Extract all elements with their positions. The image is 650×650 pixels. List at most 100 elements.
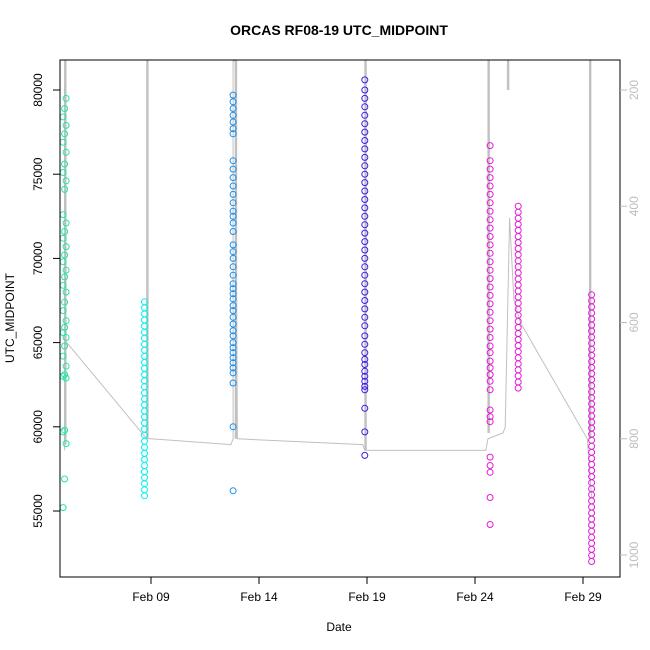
data-point bbox=[229, 364, 237, 372]
y-tick-label: 60000 bbox=[31, 410, 45, 444]
data-points-layer bbox=[59, 76, 596, 565]
data-point bbox=[486, 413, 494, 421]
data-point bbox=[588, 291, 596, 299]
data-point bbox=[486, 174, 494, 182]
data-point bbox=[61, 185, 69, 193]
data-point bbox=[229, 254, 237, 262]
data-point bbox=[361, 196, 369, 203]
data-point bbox=[141, 486, 148, 494]
data-point bbox=[61, 323, 69, 331]
data-point bbox=[229, 369, 237, 377]
data-point bbox=[486, 283, 494, 291]
data-point bbox=[141, 474, 148, 482]
data-point bbox=[361, 332, 369, 340]
data-point bbox=[62, 94, 70, 102]
x-tick-label: Feb 24 bbox=[456, 590, 494, 604]
data-point bbox=[62, 266, 70, 274]
data-point bbox=[361, 86, 369, 94]
data-point bbox=[229, 263, 237, 271]
data-point bbox=[588, 521, 596, 529]
data-point bbox=[61, 273, 69, 281]
x-tick-label: Feb 09 bbox=[132, 590, 170, 604]
data-point bbox=[514, 305, 522, 313]
data-point bbox=[361, 313, 369, 321]
data-point bbox=[361, 322, 369, 330]
data-point bbox=[61, 130, 69, 138]
data-point bbox=[588, 473, 596, 481]
data-point bbox=[62, 243, 70, 251]
data-point bbox=[486, 386, 494, 394]
data-point bbox=[61, 105, 69, 112]
data-point bbox=[229, 207, 237, 215]
data-point bbox=[486, 377, 494, 385]
data-point bbox=[141, 492, 148, 500]
data-point bbox=[486, 233, 494, 240]
data-point bbox=[141, 298, 148, 306]
data-point bbox=[361, 355, 369, 363]
data-point bbox=[361, 361, 369, 368]
data-point bbox=[514, 354, 522, 362]
data-point bbox=[229, 487, 237, 495]
data-point bbox=[514, 348, 522, 356]
data-point bbox=[361, 271, 369, 279]
data-point bbox=[59, 504, 67, 512]
data-point bbox=[361, 386, 369, 394]
data-point bbox=[229, 157, 237, 165]
data-point bbox=[62, 177, 70, 185]
data-point bbox=[229, 285, 237, 293]
data-point bbox=[486, 371, 494, 379]
data-point bbox=[486, 364, 494, 372]
data-point bbox=[486, 258, 494, 266]
data-point bbox=[486, 157, 494, 165]
data-point bbox=[588, 533, 596, 541]
data-point bbox=[588, 503, 596, 511]
data-point bbox=[514, 330, 522, 337]
data-point bbox=[514, 366, 522, 374]
data-point bbox=[588, 545, 596, 553]
data-point bbox=[229, 280, 237, 288]
data-point bbox=[229, 118, 237, 126]
y-tick-label: 55000 bbox=[31, 494, 45, 528]
chart-title: ORCAS RF08-19 UTC_MIDPOINT bbox=[230, 22, 448, 38]
data-point bbox=[361, 153, 369, 161]
data-point bbox=[514, 360, 522, 368]
y-axis-label: UTC_MIDPOINT bbox=[3, 272, 17, 363]
data-point bbox=[361, 451, 369, 459]
data-point bbox=[229, 182, 237, 190]
data-point bbox=[514, 226, 522, 234]
data-point bbox=[514, 293, 522, 301]
right-tick-label: 800 bbox=[627, 428, 641, 448]
data-point bbox=[514, 208, 522, 216]
data-point bbox=[61, 298, 69, 306]
y-tick-label: 75000 bbox=[31, 157, 45, 191]
data-point bbox=[486, 142, 494, 150]
data-point bbox=[361, 404, 369, 412]
data-point bbox=[61, 475, 69, 483]
data-point bbox=[588, 527, 596, 535]
data-point bbox=[361, 372, 369, 380]
data-point bbox=[486, 521, 494, 528]
data-point bbox=[514, 287, 522, 295]
data-point bbox=[486, 165, 494, 173]
data-point bbox=[361, 263, 369, 271]
data-point bbox=[61, 342, 69, 350]
data-point bbox=[514, 269, 522, 277]
data-point bbox=[229, 190, 237, 198]
data-point bbox=[361, 103, 369, 111]
data-point bbox=[229, 219, 237, 227]
data-point bbox=[62, 121, 70, 129]
data-point bbox=[514, 257, 522, 265]
data-point bbox=[229, 125, 237, 133]
data-point bbox=[486, 349, 494, 357]
data-point bbox=[62, 148, 70, 156]
data-point bbox=[229, 290, 237, 298]
data-point bbox=[62, 317, 70, 325]
right-tick-label: 400 bbox=[627, 196, 641, 216]
data-point bbox=[486, 334, 494, 341]
data-point bbox=[486, 266, 494, 274]
data-point bbox=[229, 320, 237, 328]
data-point bbox=[229, 302, 237, 310]
data-point bbox=[229, 271, 237, 279]
data-point bbox=[361, 221, 369, 229]
data-point bbox=[229, 344, 237, 352]
